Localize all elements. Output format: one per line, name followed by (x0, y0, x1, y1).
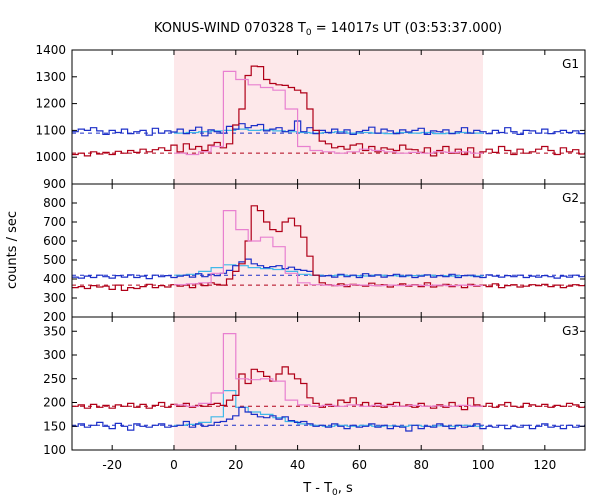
panel-g1: 900 1000 1100 1200 1300 1400 G1 (35, 43, 586, 191)
y-tick-label: 500 (43, 253, 66, 267)
y-tick-label: 200 (43, 310, 66, 324)
y-tick-label: 1100 (35, 123, 66, 137)
x-tick-label: 60 (352, 458, 367, 472)
panels: 900 1000 1100 1200 1300 1400 G1 200 300 400 500 600… (35, 43, 586, 457)
y-tick-label: 1400 (35, 43, 66, 57)
panel-g2: 200 300 400 500 600 700 800 G2 (43, 183, 586, 324)
x-tick-label: 120 (533, 458, 556, 472)
x-axis-label: T - T0, s (302, 481, 353, 498)
series-pink (174, 210, 483, 287)
y-tick-label: 350 (43, 324, 66, 338)
y-tick-label: 250 (43, 372, 66, 386)
chart-title-suffix: = 14017s UT (03:53:37.000) (312, 21, 502, 36)
series-pink (174, 70, 483, 156)
panel-label: G3 (562, 324, 579, 338)
y-tick-label: 1200 (35, 97, 66, 111)
x-tick-label: 0 (170, 458, 178, 472)
chart-title-prefix: KONUS-WIND 070328 T (154, 21, 306, 36)
series-pink (174, 333, 483, 407)
y-tick-label: 400 (43, 272, 66, 286)
panel-frame (71, 316, 586, 451)
panel-g3: 100 150 200 250 300 350 G3 (43, 316, 586, 457)
series-red (72, 65, 585, 158)
y-tick-label: 300 (43, 291, 66, 305)
series-cyan (174, 390, 483, 427)
series-red (72, 366, 585, 411)
highlight-interval (173, 317, 484, 450)
series-blue (72, 120, 585, 137)
y-tick-label: 900 (43, 177, 66, 191)
y-tick-label: 1300 (35, 70, 66, 84)
series-blue (72, 406, 585, 432)
panel-label: G1 (562, 57, 579, 71)
x-axis-label-suffix: , s (338, 481, 353, 496)
x-tick-label: 20 (228, 458, 243, 472)
x-axis-label-sub: 0 (332, 488, 338, 498)
x-tick-label: 40 (290, 458, 305, 472)
highlight-interval (173, 50, 484, 184)
x-axis-tick-labels: -20 0 20 40 60 80 100 120 (102, 458, 556, 472)
y-tick-label: 800 (43, 196, 66, 210)
y-tick-label: 1000 (35, 150, 66, 164)
y-tick-label: 300 (43, 348, 66, 362)
y-tick-label: 200 (43, 396, 66, 410)
highlight-interval (173, 184, 484, 317)
x-tick-label: -20 (102, 458, 122, 472)
x-axis-label-prefix: T - T (302, 481, 332, 496)
series-blue (72, 258, 585, 280)
y-tick-label: 600 (43, 234, 66, 248)
y-axis-label: counts / sec (5, 211, 20, 289)
y-tick-label: 700 (43, 215, 66, 229)
x-tick-label: 80 (414, 458, 429, 472)
chart-title: KONUS-WIND 070328 T0 = 14017s UT (03:53:… (154, 21, 502, 38)
y-tick-label: 150 (43, 419, 66, 433)
chart-title-sub: 0 (306, 28, 312, 38)
x-tick-label: 100 (472, 458, 495, 472)
y-tick-label: 100 (43, 443, 66, 457)
panel-label: G2 (562, 191, 579, 205)
